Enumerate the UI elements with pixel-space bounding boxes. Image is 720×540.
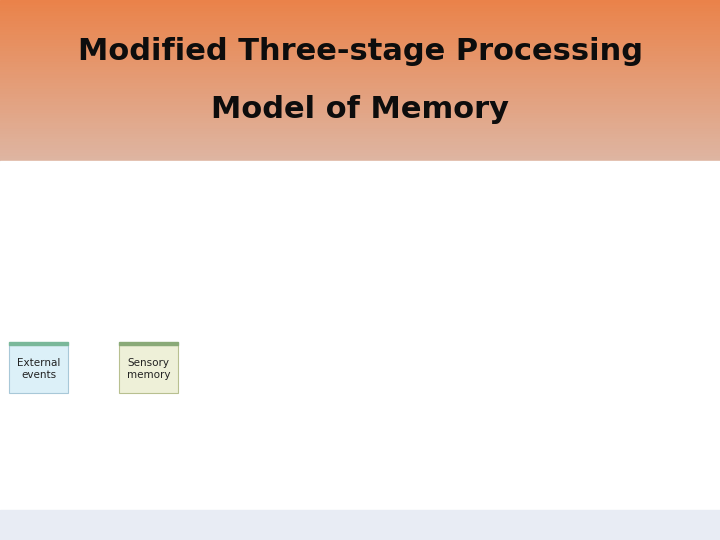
Polygon shape xyxy=(0,91,720,94)
Polygon shape xyxy=(0,11,720,14)
Polygon shape xyxy=(0,131,720,134)
Polygon shape xyxy=(0,116,720,118)
Polygon shape xyxy=(0,118,720,120)
Polygon shape xyxy=(0,102,720,105)
Polygon shape xyxy=(0,161,720,510)
Polygon shape xyxy=(0,123,720,126)
Polygon shape xyxy=(0,30,720,32)
Polygon shape xyxy=(0,86,720,89)
Polygon shape xyxy=(0,24,720,27)
Polygon shape xyxy=(0,97,720,99)
Polygon shape xyxy=(0,110,720,113)
Polygon shape xyxy=(0,83,720,86)
Polygon shape xyxy=(0,158,720,161)
Polygon shape xyxy=(0,40,720,43)
Polygon shape xyxy=(9,342,68,345)
Polygon shape xyxy=(0,70,720,72)
Polygon shape xyxy=(0,27,720,30)
Polygon shape xyxy=(0,107,720,110)
Polygon shape xyxy=(0,147,720,150)
Polygon shape xyxy=(0,56,720,59)
Polygon shape xyxy=(0,53,720,56)
Polygon shape xyxy=(0,48,720,51)
Polygon shape xyxy=(0,19,720,22)
Polygon shape xyxy=(0,0,720,3)
Polygon shape xyxy=(0,22,720,24)
Polygon shape xyxy=(0,75,720,78)
Text: External
events: External events xyxy=(17,358,60,380)
Polygon shape xyxy=(0,99,720,102)
Polygon shape xyxy=(0,3,720,5)
Polygon shape xyxy=(0,126,720,129)
Polygon shape xyxy=(0,80,720,83)
Polygon shape xyxy=(119,342,178,345)
Polygon shape xyxy=(0,139,720,142)
Polygon shape xyxy=(0,45,720,48)
Polygon shape xyxy=(0,142,720,145)
Polygon shape xyxy=(0,64,720,67)
Polygon shape xyxy=(0,156,720,158)
Polygon shape xyxy=(0,129,720,131)
Text: Sensory
memory: Sensory memory xyxy=(127,358,170,380)
Polygon shape xyxy=(0,89,720,91)
Polygon shape xyxy=(0,59,720,62)
Polygon shape xyxy=(0,32,720,35)
Polygon shape xyxy=(0,14,720,16)
Polygon shape xyxy=(0,78,720,80)
Polygon shape xyxy=(0,94,720,97)
Polygon shape xyxy=(0,134,720,137)
Polygon shape xyxy=(0,8,720,11)
Polygon shape xyxy=(0,145,720,147)
Polygon shape xyxy=(0,67,720,70)
Polygon shape xyxy=(0,5,720,8)
Polygon shape xyxy=(0,38,720,40)
Text: Modified Three-stage Processing: Modified Three-stage Processing xyxy=(78,37,642,66)
Polygon shape xyxy=(0,51,720,53)
Polygon shape xyxy=(0,16,720,19)
FancyBboxPatch shape xyxy=(9,345,68,393)
Polygon shape xyxy=(0,35,720,38)
Polygon shape xyxy=(0,43,720,45)
Polygon shape xyxy=(0,120,720,123)
Polygon shape xyxy=(0,150,720,153)
Polygon shape xyxy=(0,105,720,107)
Polygon shape xyxy=(0,153,720,156)
Polygon shape xyxy=(0,113,720,116)
FancyBboxPatch shape xyxy=(119,345,178,393)
Text: Model of Memory: Model of Memory xyxy=(211,95,509,124)
Polygon shape xyxy=(0,510,720,540)
Polygon shape xyxy=(0,137,720,139)
Polygon shape xyxy=(0,62,720,64)
Polygon shape xyxy=(0,72,720,75)
